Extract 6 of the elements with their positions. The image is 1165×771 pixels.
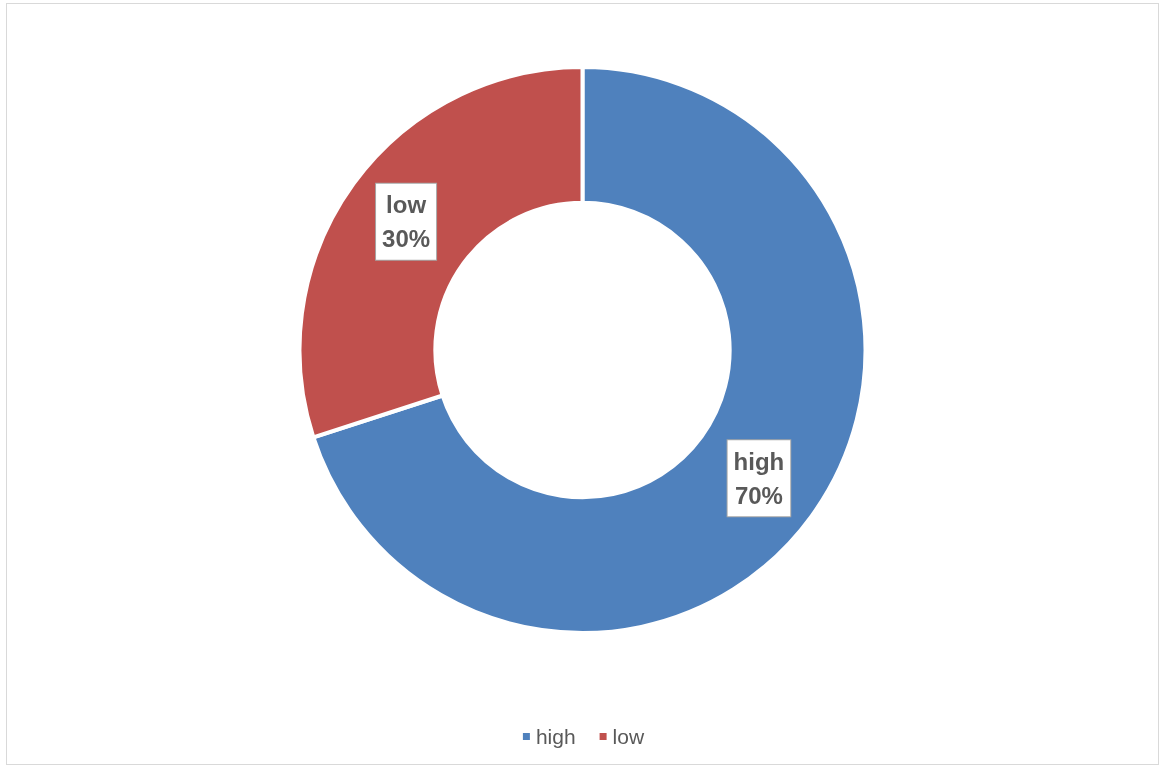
slice-label: high xyxy=(733,447,785,475)
legend-label: low xyxy=(612,725,645,748)
slice-label: low xyxy=(386,191,427,219)
data-label: 30% xyxy=(382,225,431,253)
legend-label: high xyxy=(535,725,576,748)
data-label: 70% xyxy=(734,481,783,509)
